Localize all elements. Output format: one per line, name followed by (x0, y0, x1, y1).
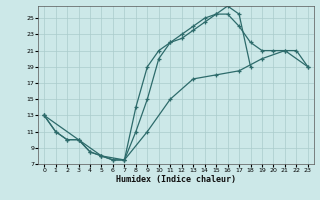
X-axis label: Humidex (Indice chaleur): Humidex (Indice chaleur) (116, 175, 236, 184)
